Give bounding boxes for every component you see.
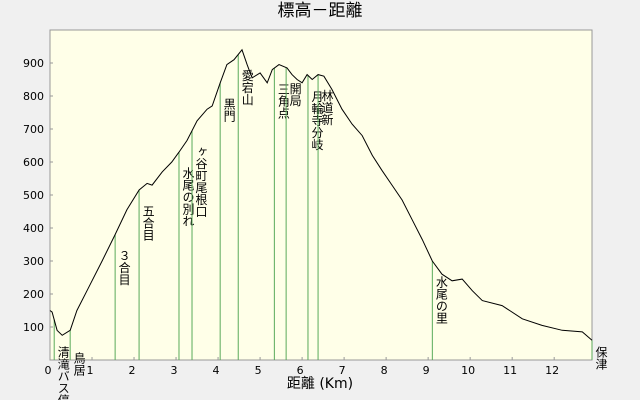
y-tick-label: 700 [23,123,44,136]
x-tick-label: 1 [87,364,94,377]
y-tick-label: 200 [23,288,44,301]
y-tick-label: 800 [23,90,44,103]
landmark-label: 清滝バス停 [56,346,70,400]
landmark-label: ヶ谷町尾根口 [194,146,208,218]
y-tick-label: 900 [23,57,44,70]
landmark-label: 水尾の里 [434,276,448,324]
landmark-label: ３合目 [117,250,131,286]
x-tick-label: 4 [213,364,220,377]
landmark-label: 開局 [288,82,302,107]
landmark-label: 水尾の別れ [181,167,195,227]
landmark-label: 五合目 [141,205,155,241]
x-tick-label: 9 [423,364,430,377]
landmark-label: 三角点 [276,83,290,119]
chart-title: 標高－距離 [278,1,363,21]
landmark-label: 保津 [594,346,608,370]
landmark-label: 愛宕山 [240,69,254,105]
x-tick-label: 7 [339,364,346,377]
x-tick-label: 0 [45,364,52,377]
x-tick-label: 11 [503,364,517,377]
landmark-label: 鳥居 [72,351,86,377]
y-tick-label: 100 [23,321,44,334]
landmark-label: 月輪寺分岐 [310,90,324,150]
x-tick-label: 2 [129,364,136,377]
x-axis-label: 距離 (Km) [287,375,353,392]
elevation-line [49,48,593,341]
x-tick-label: 3 [171,364,178,377]
landmark-label: 林道新 [320,89,334,125]
x-tick-label: 12 [545,364,559,377]
y-tick-label: 500 [23,189,44,202]
x-tick-label: 6 [297,364,304,377]
y-tick-label: 600 [23,156,44,169]
landmark-label: 黒門 [222,97,236,121]
y-tick-label: 300 [23,255,44,268]
x-tick-label: 10 [461,364,475,377]
x-tick-label: 8 [381,364,388,377]
y-tick-label: 400 [23,222,44,235]
plot-area [49,29,593,361]
x-tick-label: 5 [255,364,262,377]
